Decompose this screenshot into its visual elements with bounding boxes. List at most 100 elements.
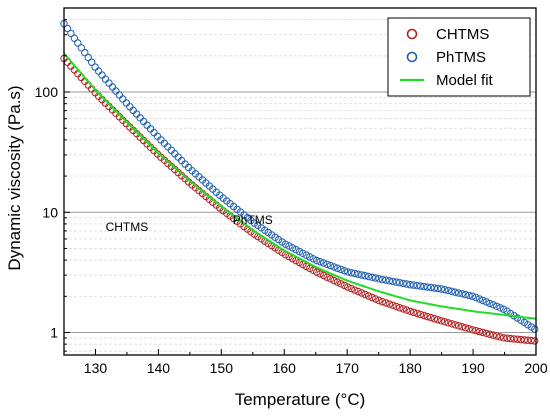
- data-point: [358, 271, 366, 279]
- plot-frame: [63, 7, 537, 356]
- data-point: [389, 277, 397, 286]
- data-point: [344, 283, 352, 291]
- legend-marker-circle: [406, 51, 418, 63]
- data-point: [399, 305, 407, 313]
- data-point: [448, 287, 456, 295]
- data-point: [465, 325, 473, 333]
- data-point: [67, 29, 75, 38]
- legend: CHTMS PhTMS Model fit: [387, 17, 531, 97]
- data-point: [326, 261, 335, 270]
- x-tick-label: 180: [398, 360, 422, 376]
- data-point: [513, 335, 522, 343]
- series-layer: [60, 20, 539, 345]
- data-point: [316, 270, 324, 278]
- model-fit-line: [63, 52, 537, 320]
- data-point: [409, 308, 418, 317]
- legend-entry-chtms: CHTMS: [406, 26, 489, 43]
- data-point: [333, 278, 342, 286]
- data-point: [409, 281, 418, 289]
- data-point: [517, 335, 525, 344]
- data-point: [146, 125, 155, 133]
- data-point: [458, 290, 466, 298]
- y-tick-label: 10: [42, 204, 58, 220]
- data-point: [520, 336, 529, 344]
- legend-entry-phtms: PhTMS: [406, 49, 486, 66]
- data-point: [472, 293, 480, 302]
- data-point: [434, 284, 442, 293]
- data-point: [316, 258, 324, 266]
- data-point: [340, 267, 349, 275]
- annotation-chtms: CHTMS: [106, 220, 149, 234]
- x-tick-label: 140: [147, 360, 171, 376]
- data-point: [94, 67, 103, 75]
- data-point: [396, 304, 404, 312]
- data-point: [122, 99, 131, 107]
- x-tick-label: 170: [336, 360, 360, 376]
- data-point: [126, 103, 134, 111]
- data-point: [475, 295, 484, 303]
- data-point: [88, 58, 96, 66]
- data-point: [347, 269, 355, 277]
- data-point: [299, 249, 307, 258]
- data-point: [454, 289, 463, 297]
- data-point: [371, 295, 380, 303]
- data-point: [105, 79, 113, 87]
- legend-marker-circle: [406, 28, 418, 40]
- data-point: [524, 336, 532, 344]
- data-point: [493, 302, 501, 310]
- data-point: [479, 296, 487, 305]
- data-point: [347, 284, 355, 293]
- data-point: [351, 286, 359, 294]
- data-point: [503, 334, 511, 342]
- data-point: [119, 95, 127, 103]
- data-point: [354, 287, 362, 296]
- series-chtms: [60, 54, 539, 345]
- data-point: [430, 284, 439, 292]
- data-point: [378, 275, 387, 284]
- data-point: [489, 331, 497, 339]
- legend-label: Model fit: [436, 72, 494, 89]
- y-tick-label: 100: [35, 84, 59, 100]
- data-point: [451, 288, 459, 296]
- data-point: [368, 293, 376, 302]
- data-point: [461, 290, 470, 299]
- data-point: [81, 48, 89, 57]
- data-point: [392, 302, 400, 311]
- data-point: [465, 291, 473, 300]
- data-point: [489, 301, 497, 309]
- data-point: [358, 289, 366, 297]
- data-point: [143, 121, 151, 129]
- data-point: [385, 300, 394, 308]
- data-point: [444, 286, 452, 295]
- data-point: [108, 83, 117, 91]
- data-point: [368, 273, 376, 281]
- data-point: [323, 273, 331, 281]
- data-point: [382, 276, 390, 284]
- data-point: [482, 298, 490, 306]
- data-point: [392, 278, 400, 286]
- data-point: [98, 71, 106, 79]
- data-point: [313, 268, 321, 276]
- axis-ticks: 130 140 150 160 170 180 190 200 1 10 100: [35, 7, 548, 376]
- data-point: [479, 328, 487, 337]
- data-point: [319, 271, 328, 280]
- data-point: [292, 245, 300, 254]
- y-tick-label: 1: [50, 325, 58, 341]
- data-point: [437, 285, 445, 293]
- data-point: [84, 53, 92, 62]
- data-point: [364, 292, 373, 300]
- data-point: [416, 282, 425, 290]
- data-point: [309, 255, 317, 263]
- data-point: [420, 311, 428, 320]
- data-point: [375, 296, 383, 305]
- data-point: [448, 320, 456, 328]
- data-point: [344, 268, 352, 276]
- data-point: [472, 327, 480, 335]
- data-point: [454, 322, 463, 330]
- data-point: [382, 299, 390, 307]
- data-point: [351, 269, 359, 278]
- data-point: [423, 312, 432, 321]
- data-point: [375, 275, 383, 283]
- data-point: [416, 310, 425, 319]
- data-point: [441, 286, 449, 294]
